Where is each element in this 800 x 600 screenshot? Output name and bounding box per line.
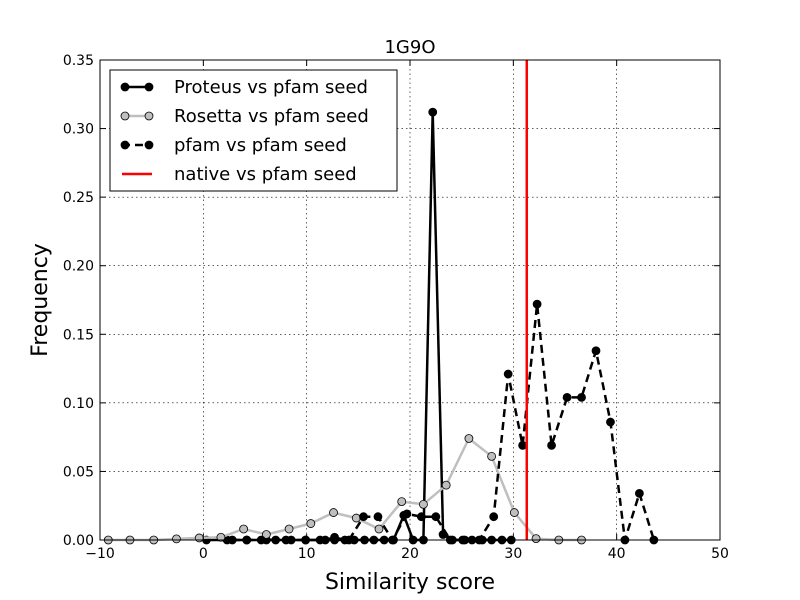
series-2-point	[402, 509, 412, 519]
legend-marker	[144, 82, 154, 92]
series-1-point	[464, 434, 474, 443]
legend-marker	[120, 82, 130, 92]
y-tick-label: 0.05	[63, 464, 94, 480]
series-1-point	[306, 519, 316, 528]
legend: Proteus vs pfam seed Rosetta vs pfam seed…	[109, 69, 398, 192]
series-2-point	[591, 346, 601, 356]
series-1-point	[216, 532, 226, 542]
series-2-point	[562, 392, 572, 402]
x-tick-label: 50	[711, 546, 729, 562]
series-1-point	[441, 480, 451, 490]
legend-marker	[144, 111, 154, 121]
series-1-point	[374, 524, 384, 534]
series-2-point	[532, 299, 542, 309]
series-0-point	[428, 107, 438, 117]
series-1-point	[329, 508, 338, 517]
y-tick-label: 0.00	[63, 533, 94, 549]
y-tick-label: 0.35	[63, 53, 94, 69]
legend-marker	[144, 140, 154, 150]
x-tick-label: −10	[85, 546, 115, 562]
legend-marker	[120, 140, 130, 150]
series-1-point	[261, 530, 271, 539]
series-1-point	[487, 451, 497, 461]
y-tick-label: 0.15	[63, 327, 94, 343]
x-tick-label: 10	[298, 546, 316, 562]
series-2-point	[635, 488, 644, 498]
legend-label-1: Rosetta vs pfam seed	[174, 106, 369, 127]
series-1-point	[284, 524, 294, 534]
legend-marker	[120, 111, 130, 121]
y-tick-label: 0.25	[63, 190, 94, 206]
y-tick-label: 0.20	[63, 259, 94, 275]
chart-title: 1G9O	[384, 37, 435, 58]
series-2-point	[547, 440, 556, 450]
series-2-point	[606, 417, 615, 427]
series-2-point	[431, 512, 441, 522]
series-1-point	[419, 499, 428, 509]
series-2-point	[503, 369, 513, 379]
x-tick-label: 40	[608, 546, 626, 562]
series-1-point	[531, 534, 541, 544]
series-1-line	[108, 437, 582, 542]
series-1-point	[194, 533, 204, 543]
legend-label-0: Proteus vs pfam seed	[174, 77, 368, 98]
y-tick-label: 0.10	[63, 396, 94, 412]
x-axis-label: Similarity score	[325, 570, 495, 595]
grid	[100, 60, 720, 540]
legend-box	[109, 69, 398, 192]
series-2-point	[518, 440, 528, 450]
series-1-point	[351, 513, 361, 523]
x-tick-label: 20	[401, 546, 419, 562]
y-axis-label: Frequency	[28, 243, 53, 357]
series-2-point	[416, 512, 426, 522]
series-2-point	[489, 512, 499, 522]
series-2-point	[577, 392, 586, 402]
series-1-point	[172, 534, 181, 544]
x-tick-label: 0	[199, 546, 208, 562]
series-1-point	[509, 508, 519, 517]
y-tick-label: 0.30	[63, 122, 94, 138]
series-1-point	[239, 524, 249, 534]
series-1-point	[397, 497, 407, 507]
legend-label-3: native vs pfam seed	[174, 164, 357, 185]
x-tick-label: 30	[504, 546, 522, 562]
legend-label-2: pfam vs pfam seed	[174, 135, 347, 156]
series-2-point	[359, 512, 368, 522]
series-2-point	[373, 512, 383, 522]
axis-ticks: −10 0 10 20 30 40 50 0.00 0.05 0.10 0.15 0.20 0.25 0.…	[63, 53, 729, 562]
